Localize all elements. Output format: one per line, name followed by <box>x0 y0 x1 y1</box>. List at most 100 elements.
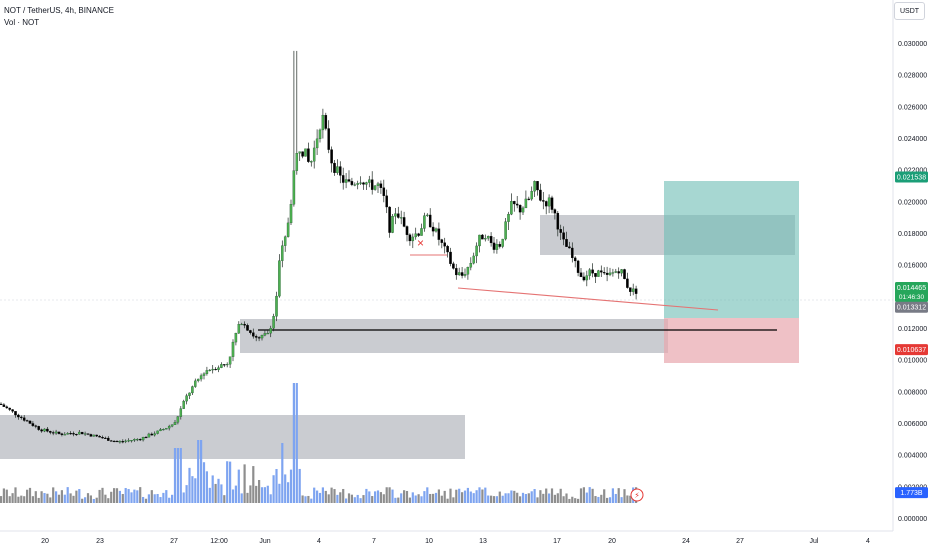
candle-body <box>272 316 275 329</box>
candle-body <box>95 434 98 437</box>
volume-bar <box>298 468 301 503</box>
volume-bar <box>553 494 556 503</box>
volume-bar <box>115 488 119 503</box>
volume-bar <box>295 383 298 503</box>
volume-bar <box>527 493 530 503</box>
candle-body <box>443 242 446 247</box>
trend-line[interactable] <box>457 287 719 311</box>
volume-bar <box>516 492 519 503</box>
candle-body <box>452 263 455 269</box>
candle-body <box>339 166 342 176</box>
candle-body <box>608 272 612 275</box>
price-tick-label: 0.024000 <box>898 136 927 143</box>
volume-bar <box>350 494 353 503</box>
price-badge-label: 0.021538 <box>897 174 926 181</box>
volume-bar <box>434 492 438 503</box>
x-mark: × <box>417 236 424 250</box>
volume-bar <box>440 495 443 503</box>
candle-body <box>234 332 238 343</box>
demand-zone-lower[interactable] <box>0 415 465 459</box>
price-badge <box>895 171 928 183</box>
volume-bar <box>252 466 255 503</box>
volume-bar <box>519 496 522 503</box>
time-tick-label: 4 <box>866 538 870 545</box>
volume-bar <box>287 482 290 503</box>
candle-body <box>260 335 264 339</box>
candle-body <box>28 420 32 424</box>
price-tick-label: 0.008000 <box>898 389 927 396</box>
candle-body <box>63 434 67 436</box>
price-badge <box>895 301 928 313</box>
volume-bar <box>49 497 52 503</box>
candle-body <box>579 272 583 278</box>
candle-body <box>240 323 243 326</box>
candle-body <box>428 214 432 228</box>
volume-bar <box>150 490 153 503</box>
volume-bar <box>284 474 287 503</box>
volume-bar <box>371 496 374 503</box>
candle-body <box>533 181 536 192</box>
volume-bar <box>92 498 95 503</box>
time-axis[interactable]: 20 23 27 12:00 Jun 4 7 10 13 17 20 24 27 Jul 4 <box>41 538 870 545</box>
price-tick-label: 0.000000 <box>898 516 927 523</box>
candle-body <box>553 209 557 214</box>
candle-body <box>504 221 507 240</box>
candle-body <box>205 370 209 374</box>
candle-body <box>602 272 606 274</box>
candle-body <box>147 433 151 438</box>
volume-bar <box>43 493 46 503</box>
candle-body <box>249 330 252 333</box>
stop-zone[interactable] <box>664 318 799 363</box>
volume-bar <box>156 493 159 503</box>
volume-bar <box>243 464 246 503</box>
volume-bar <box>57 494 61 503</box>
candle-body <box>263 333 267 336</box>
candle-body <box>237 324 241 334</box>
currency-button[interactable]: USDT <box>894 2 925 20</box>
volume-bar <box>466 487 469 503</box>
candle-body <box>347 179 351 182</box>
volume-bar <box>194 478 197 503</box>
candle-body <box>167 426 171 429</box>
volume-bar <box>487 495 490 503</box>
time-tick-label: 27 <box>170 538 178 545</box>
volume-bar <box>342 488 345 503</box>
price-badge-label: 0.010637 <box>897 347 926 354</box>
candle-body <box>8 407 11 410</box>
volume-bar <box>168 497 171 503</box>
volume-legend[interactable]: Vol · NOT <box>4 18 40 27</box>
candle-body <box>75 433 78 436</box>
candle-body <box>614 271 618 273</box>
volume-bar <box>620 497 623 503</box>
candle-body <box>269 328 272 334</box>
candle-body <box>571 247 574 259</box>
volume-bar <box>577 498 580 503</box>
candle-body <box>510 201 513 215</box>
symbol-title[interactable]: NOT / TetherUS, 4h, BINANCE <box>4 6 114 15</box>
volume-bar <box>133 489 136 503</box>
candle-body <box>86 433 90 435</box>
volume-bar <box>391 489 394 503</box>
candle-body <box>286 222 290 237</box>
flash-icon[interactable]: ⚡ <box>630 488 644 502</box>
candle-body <box>501 238 504 247</box>
volume-bar <box>382 494 385 503</box>
candle-body <box>414 233 417 238</box>
volume-bar <box>394 497 397 503</box>
candle-body <box>460 272 464 276</box>
candle-body <box>620 269 623 274</box>
candle-body <box>527 198 531 200</box>
candle-body <box>150 433 154 436</box>
candle-body <box>353 184 357 186</box>
volume-bar <box>368 491 371 503</box>
candle-body <box>417 233 420 236</box>
time-tick-label: 23 <box>96 538 104 545</box>
candle-body <box>565 239 568 247</box>
candle-body <box>594 273 597 277</box>
demand-zone-mid[interactable] <box>240 319 668 353</box>
candle-body <box>513 201 516 205</box>
volume-bar <box>197 440 200 503</box>
volume-bar <box>240 493 243 503</box>
target-zone[interactable] <box>664 181 799 318</box>
